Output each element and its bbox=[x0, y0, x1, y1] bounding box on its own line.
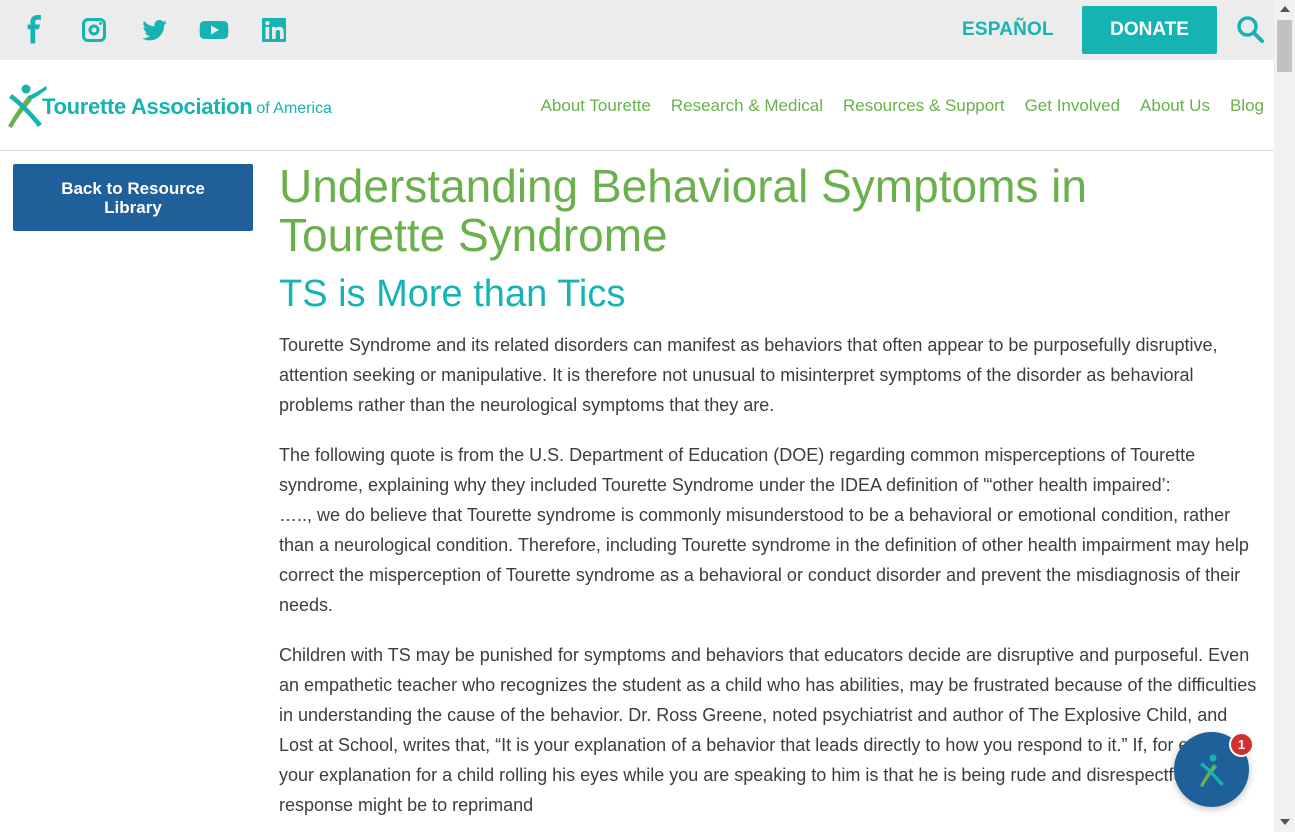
nav-resources-support[interactable]: Resources & Support bbox=[842, 96, 1005, 115]
twitter-icon[interactable] bbox=[138, 14, 170, 46]
social-links bbox=[18, 14, 290, 46]
paragraph-2-quote: ….., we do believe that Tourette syndrom… bbox=[279, 505, 1249, 615]
top-bar: ESPAÑOL DONATE bbox=[0, 0, 1274, 60]
scrollbar-thumb[interactable] bbox=[1277, 20, 1292, 72]
paragraph-2-intro: The following quote is from the U.S. Dep… bbox=[279, 445, 1196, 495]
main-nav: About Tourette Research & Medical Resour… bbox=[541, 96, 1264, 116]
logo-text: Tourette Association bbox=[42, 94, 253, 119]
page-title: Understanding Behavioral Symptoms in Tou… bbox=[279, 160, 1087, 261]
chat-notification-badge: 1 bbox=[1229, 732, 1254, 757]
nav-research-medical[interactable]: Research & Medical bbox=[670, 96, 823, 115]
nav-about-tourette[interactable]: About Tourette bbox=[540, 96, 651, 115]
page-scrollbar[interactable] bbox=[1274, 0, 1295, 832]
scroll-up-arrow-icon[interactable] bbox=[1280, 6, 1290, 12]
nav-blog[interactable]: Blog bbox=[1229, 96, 1264, 115]
espanol-link[interactable]: ESPAÑOL bbox=[962, 19, 1054, 40]
site-header: Tourette Association of America About To… bbox=[0, 60, 1274, 151]
paragraph-3: Children with TS may be punished for sym… bbox=[279, 645, 1257, 815]
paragraph-2: The following quote is from the U.S. Dep… bbox=[279, 440, 1264, 620]
donate-button[interactable]: DONATE bbox=[1082, 6, 1217, 54]
back-to-resource-library-button[interactable]: Back to Resource Library bbox=[13, 164, 253, 231]
article-subtitle: TS is More than Tics bbox=[279, 273, 626, 315]
scroll-down-arrow-icon[interactable] bbox=[1280, 819, 1290, 825]
article: Understanding Behavioral Symptoms in Tou… bbox=[279, 162, 1264, 820]
paragraph-1: Tourette Syndrome and its related disord… bbox=[279, 335, 1218, 415]
chat-logo-icon bbox=[1199, 754, 1224, 787]
nav-about-us[interactable]: About Us bbox=[1140, 96, 1210, 115]
facebook-icon[interactable] bbox=[18, 14, 50, 46]
nav-get-involved[interactable]: Get Involved bbox=[1024, 96, 1121, 115]
logo-figure-icon bbox=[8, 84, 47, 128]
site-logo[interactable]: Tourette Association of America bbox=[2, 82, 332, 128]
instagram-icon[interactable] bbox=[78, 14, 110, 46]
logo-subtext: of America bbox=[256, 100, 332, 117]
search-icon[interactable] bbox=[1236, 15, 1266, 45]
youtube-icon[interactable] bbox=[198, 14, 230, 46]
linkedin-icon[interactable] bbox=[258, 14, 290, 46]
